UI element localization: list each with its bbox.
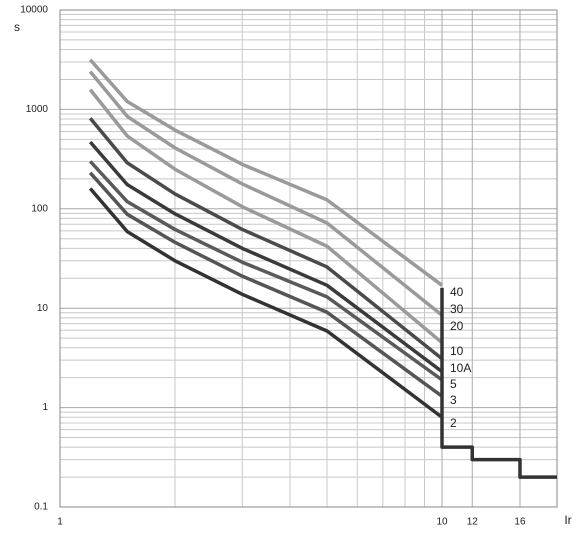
series-label: 30 [450,302,464,316]
y-tick-label: 1 [42,402,48,413]
x-tick-label: 10 [436,517,448,528]
x-axis-label: Ir [564,513,571,527]
y-tick-label: 0.1 [34,502,48,513]
x-tick-label: 12 [467,517,479,528]
series-label: 5 [450,377,457,391]
x-tick-label: 16 [514,517,526,528]
y-axis-label: s [14,20,20,34]
y-tick-label: 1000 [26,104,49,115]
y-tick-label: 100 [31,203,48,214]
series-line [88,160,444,382]
series-line [88,140,444,374]
series-line [88,187,444,419]
series-label: 10 [450,344,464,358]
series-line [440,287,557,479]
series-line [88,70,444,317]
series-line [88,58,444,287]
x-tick-label: 1 [57,517,63,528]
series-label: 2 [450,416,457,430]
series-line [88,117,444,361]
series-line [88,88,444,345]
series-label: 40 [450,285,464,299]
y-tick-label: 10000 [20,5,48,16]
series-label: 10A [450,361,471,375]
plot-frame [59,9,558,508]
y-tick-label: 10 [37,303,49,314]
series-line [88,171,444,398]
series-label: 3 [450,393,457,407]
series-label: 20 [450,319,464,333]
